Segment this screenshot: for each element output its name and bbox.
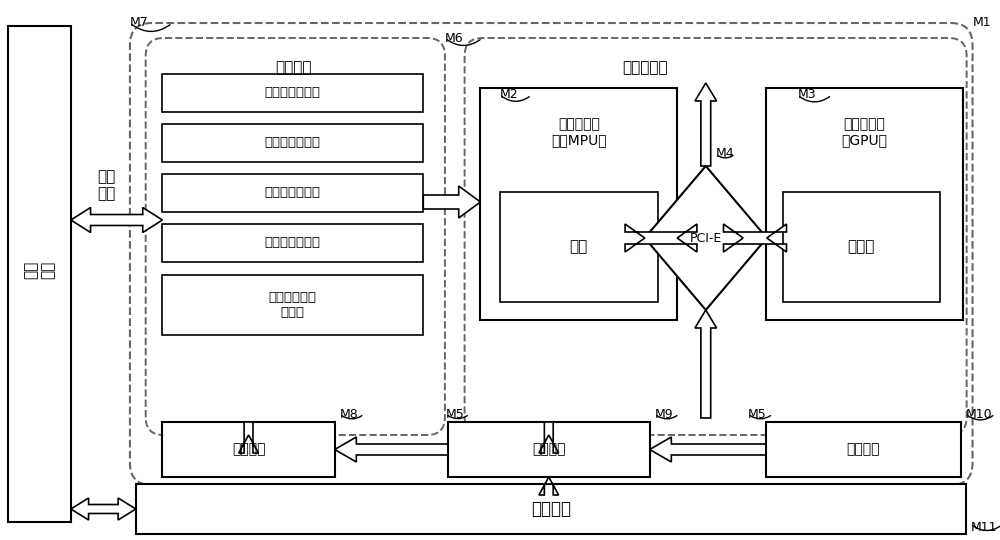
Polygon shape <box>645 166 767 310</box>
Bar <box>448 422 650 477</box>
Polygon shape <box>239 422 258 453</box>
Polygon shape <box>695 83 717 166</box>
Polygon shape <box>625 224 697 252</box>
Text: 预设任务: 预设任务 <box>275 60 312 76</box>
Bar <box>766 88 963 320</box>
Bar <box>500 192 658 302</box>
Text: M10: M10 <box>966 408 992 421</box>
Bar <box>162 275 423 335</box>
Bar <box>162 224 423 262</box>
Text: 众核处理机: 众核处理机 <box>622 60 668 76</box>
Polygon shape <box>335 437 448 462</box>
Polygon shape <box>71 498 136 520</box>
Bar <box>162 124 423 162</box>
Bar <box>162 74 423 112</box>
Text: PCI-E: PCI-E <box>690 232 722 245</box>
Text: M8: M8 <box>340 408 358 421</box>
Polygon shape <box>723 224 786 252</box>
Text: 众核控制单
元（MPU）: 众核控制单 元（MPU） <box>551 117 607 147</box>
Text: 命令监听: 命令监听 <box>531 500 571 518</box>
Text: 主存: 主存 <box>570 240 588 254</box>
Bar <box>136 484 966 534</box>
Bar <box>480 88 677 320</box>
Bar <box>766 422 961 477</box>
Text: 众核处理器
（GPU）: 众核处理器 （GPU） <box>841 117 887 147</box>
Text: 存储区: 存储区 <box>848 240 875 254</box>
Polygon shape <box>539 422 559 453</box>
Bar <box>8 26 71 522</box>
Polygon shape <box>71 207 162 233</box>
Text: 视频帧补偿处理: 视频帧补偿处理 <box>265 186 321 199</box>
Bar <box>162 422 335 477</box>
Polygon shape <box>539 477 559 495</box>
Text: M5: M5 <box>446 408 465 421</box>
Text: 数据
通信: 数据 通信 <box>23 261 56 279</box>
Bar <box>783 192 940 302</box>
Text: 全景视频流合
成处理: 全景视频流合 成处理 <box>269 291 317 319</box>
Text: M7: M7 <box>130 17 149 30</box>
Polygon shape <box>650 437 766 462</box>
Polygon shape <box>423 186 480 218</box>
Text: 视频帧融合处理: 视频帧融合处理 <box>265 237 321 249</box>
Text: M6: M6 <box>445 31 464 44</box>
Bar <box>162 174 423 212</box>
Text: 任务
数据: 任务 数据 <box>97 169 115 201</box>
Text: 任务调度: 任务调度 <box>232 442 265 456</box>
Text: 视频帧拼接处理: 视频帧拼接处理 <box>265 137 321 150</box>
Text: 任务配置: 任务配置 <box>847 442 880 456</box>
Text: M3: M3 <box>797 89 816 102</box>
Text: M2: M2 <box>500 89 519 102</box>
Polygon shape <box>695 310 717 418</box>
Text: M1: M1 <box>973 17 991 30</box>
Text: M11: M11 <box>971 521 997 534</box>
Text: 视频帧定位处理: 视频帧定位处理 <box>265 86 321 99</box>
Text: M4: M4 <box>716 147 734 160</box>
Text: M9: M9 <box>655 408 673 421</box>
Text: 任务管理: 任务管理 <box>532 442 566 456</box>
Text: M5: M5 <box>748 408 767 421</box>
